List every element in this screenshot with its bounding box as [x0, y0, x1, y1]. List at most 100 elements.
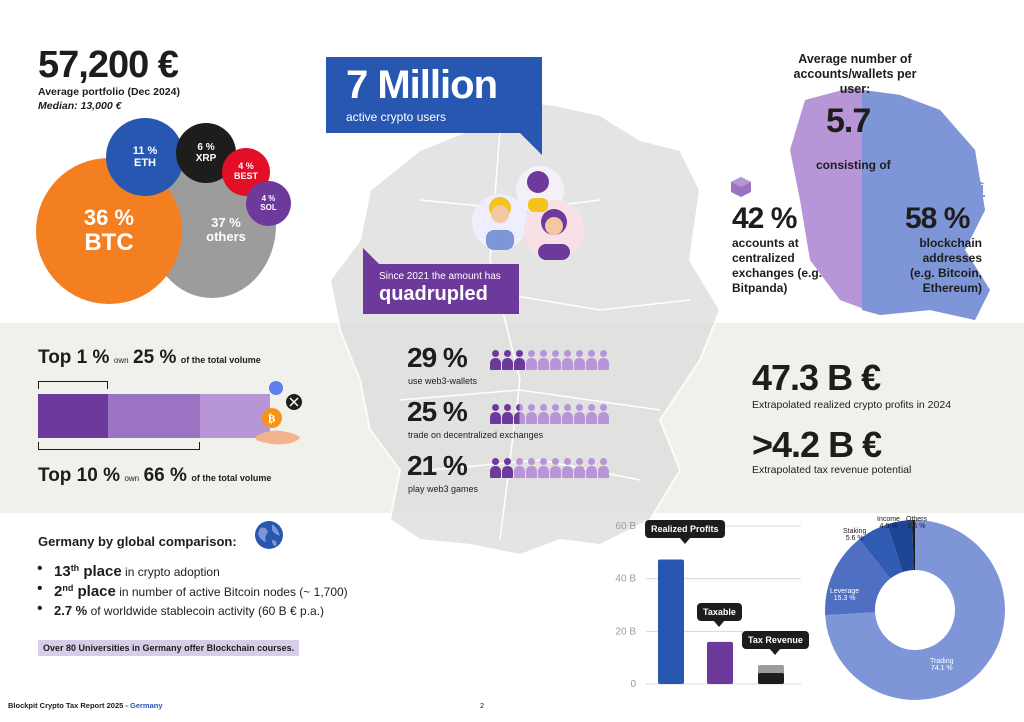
top1-a: Top 1 %	[38, 347, 110, 368]
asset-others-pct: 37 %	[211, 214, 241, 230]
slice-trading-value: 74.1 %	[930, 665, 953, 672]
slice-leverage-name: Leverage	[830, 588, 860, 595]
profits-label: Extrapolated realized crypto profits in …	[752, 399, 952, 411]
bar-ytick: 60 B	[615, 521, 636, 532]
top1-own: own	[113, 356, 129, 365]
bar-label-taxrevenue: Tax Revenue	[742, 631, 809, 656]
slice-label-trading: Trading 74.1 %	[930, 658, 953, 672]
person-icon	[514, 404, 525, 424]
comparison-item-3-rest: of worldwide stablecoin activity (60 B €…	[87, 604, 325, 618]
asset-best-name: BEST	[233, 171, 258, 181]
bar-ytick: 40 B	[615, 574, 636, 585]
comparison-item-3: 2.7 % of worldwide stablecoin activity (…	[37, 600, 325, 618]
users-box: 7 Million active crypto users	[326, 57, 542, 133]
comparison-item-1: 13th place in crypto adoption	[37, 560, 220, 580]
donut-slice-trading	[825, 520, 1005, 700]
web3-games-pct: 21 %	[407, 450, 468, 481]
universities-note: Over 80 Universities in Germany offer Bl…	[38, 640, 300, 656]
comparison-title: Germany by global comparison:	[38, 534, 237, 549]
person-icon	[574, 350, 585, 370]
comparison-item-1-sup: th	[70, 563, 80, 573]
asset-btc-name: BTC	[84, 228, 134, 256]
comparison-item-1-rest: in crypto adoption	[121, 565, 220, 579]
comparison-item-2-num: 2	[54, 583, 63, 600]
asset-eth-pct: 11 %	[132, 144, 158, 157]
web3-wallets-people	[490, 350, 609, 370]
hand-coins-icon: ₿	[256, 381, 302, 445]
footer-title: Blockpit Crypto Tax Report 2025 -	[8, 701, 130, 710]
donut-slice-others	[912, 520, 915, 571]
person-icon	[490, 350, 501, 370]
web3-games-people	[490, 458, 609, 478]
person-icon	[526, 458, 537, 478]
asset-xrp-pct: 6 %	[197, 142, 215, 153]
top10-a: Top 10 %	[38, 465, 120, 486]
accounts-left-pct: 42 %	[732, 202, 797, 235]
top1-c: of the total volume	[180, 355, 261, 365]
person-icon	[538, 350, 549, 370]
footer-accent: Germany	[129, 701, 163, 710]
asset-btc-pct: 36 %	[83, 204, 135, 230]
bar-label-taxable: Taxable	[697, 603, 742, 628]
asset-best-pct: 4 %	[238, 161, 254, 172]
top10-own: own	[124, 474, 140, 483]
accounts-value: 5.7	[826, 102, 871, 140]
web3-dex-pct: 25 %	[407, 396, 468, 427]
person-icon	[502, 350, 513, 370]
users-big: 7 Million	[346, 63, 498, 107]
top1-bracket	[38, 381, 108, 389]
asset-eth-circle: 11 % ETH	[106, 118, 184, 196]
growth-since: Since 2021 the amount has	[379, 271, 501, 282]
slice-leverage-value: 15.3 %	[833, 595, 856, 602]
comparison-item-1-bold: place	[79, 563, 122, 580]
person-icon	[562, 350, 573, 370]
web3-games-label: play web3 games	[408, 484, 479, 494]
slice-label-income: Income 4.5 %	[877, 516, 900, 530]
page-number: 2	[480, 701, 485, 710]
asset-sol-circle: 4 % SOL	[246, 181, 291, 226]
rest-bar	[200, 394, 270, 438]
person-icon	[574, 404, 585, 424]
bar-0	[658, 559, 684, 684]
person-icon	[514, 458, 525, 478]
donut-slice-income	[887, 520, 914, 572]
footer-left: Blockpit Crypto Tax Report 2025 - German…	[8, 701, 163, 710]
growth-big: quadrupled	[379, 283, 488, 305]
accounts-title: Average number of accounts/wallets per u…	[793, 52, 917, 96]
growth-box-pointer	[363, 248, 379, 264]
slice-trading-name: Trading	[930, 658, 954, 665]
portfolio-label: Average portfolio (Dec 2024)	[38, 86, 180, 98]
person-icon	[550, 458, 561, 478]
person-icon	[538, 404, 549, 424]
top10-bracket	[38, 442, 200, 450]
person-icon	[514, 350, 525, 370]
slice-others-name: Others	[906, 516, 928, 523]
comparison-item-1-num: 13	[54, 563, 71, 580]
asset-xrp-name: XRP	[195, 153, 217, 164]
accounts-right-pct: 58 %	[905, 202, 970, 235]
person-icon	[490, 458, 501, 478]
asset-others-name: others	[206, 229, 246, 244]
top10-bar	[108, 394, 200, 438]
asset-sol-name: SOL	[260, 202, 277, 212]
top10-b: 66 %	[143, 465, 187, 486]
tax-value: >4.2 B €	[752, 424, 882, 465]
comparison-item-3-num: 2.7 %	[54, 603, 88, 618]
web3-dex-people	[490, 404, 609, 424]
person-icon	[574, 458, 585, 478]
donut-slice-staking	[859, 524, 903, 579]
comparison-item-2-sup: nd	[62, 583, 74, 593]
web3-wallets-pct: 29 %	[407, 342, 468, 373]
comparison-item-2: 2nd place in number of active Bitcoin no…	[37, 580, 348, 600]
bank-icon	[965, 179, 985, 197]
portfolio-median: Median: 13,000 €	[38, 100, 122, 112]
bar-label-realized: Realized Profits	[645, 520, 725, 545]
asset-btc-circle: 36 % BTC	[36, 158, 182, 304]
top1-bar	[38, 394, 108, 438]
person-icon	[598, 458, 609, 478]
person-icon	[598, 404, 609, 424]
slice-income-name: Income	[877, 516, 900, 523]
svg-text:₿: ₿	[268, 412, 276, 425]
top10-line: Top 10 % own 66 % of the total volume	[38, 465, 271, 487]
